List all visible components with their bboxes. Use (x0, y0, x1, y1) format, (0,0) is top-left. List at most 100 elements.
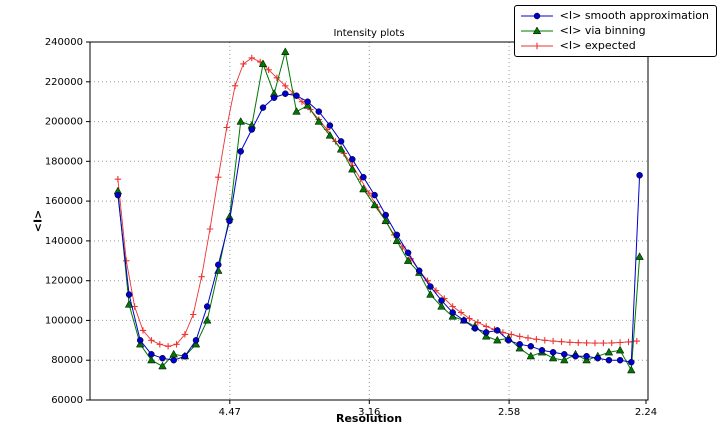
circle-marker-icon (282, 90, 289, 97)
triangle-marker-icon (615, 345, 625, 354)
triangle-marker-icon (493, 335, 502, 344)
triangle-marker-icon (548, 353, 558, 362)
plus-marker-icon (583, 339, 590, 347)
y-tick-label: 60000 (51, 395, 83, 406)
plus-marker-icon (608, 339, 615, 347)
legend-label-binning: <I> via binning (559, 24, 646, 37)
plus-marker-icon (591, 339, 599, 347)
circle-marker-icon (270, 94, 278, 101)
x-tick-label: 2.24 (635, 407, 657, 418)
plus-marker-icon (265, 66, 272, 73)
plus-marker-icon (240, 60, 247, 68)
plus-marker-icon (516, 333, 523, 340)
plus-marker-icon (332, 138, 339, 145)
series-expected (114, 54, 640, 350)
triangle-marker-icon (202, 315, 212, 324)
plus-marker-icon (190, 311, 197, 318)
triangle-marker-icon (348, 164, 357, 173)
plus-marker-icon (558, 338, 565, 345)
series-binning (113, 47, 644, 374)
plus-marker-icon (198, 273, 205, 280)
circle-marker-icon (572, 352, 579, 360)
circle-marker-icon (326, 122, 334, 129)
plus-marker-icon (633, 337, 640, 345)
triangle-marker-icon (437, 301, 446, 310)
plus-marker-icon (114, 176, 122, 183)
series-smooth (114, 90, 643, 366)
plus-marker-icon (173, 341, 180, 348)
circle-marker-icon (203, 303, 211, 310)
triangle-marker-icon (236, 117, 245, 125)
circle-marker-icon (494, 327, 501, 334)
circle-marker-icon (561, 351, 568, 358)
circle-marker-icon (438, 297, 445, 304)
plus-marker-icon (533, 336, 540, 343)
plus-marker-icon (600, 339, 607, 347)
plus-marker-icon (282, 82, 289, 89)
x-tick-label: 4.47 (219, 407, 241, 418)
legend-label-smooth: <I> smooth approximation (559, 9, 709, 22)
circle-marker-icon (136, 337, 144, 344)
plus-marker-icon (148, 337, 155, 344)
y-tick-label: 200000 (45, 117, 83, 128)
circle-marker-icon (594, 354, 602, 362)
triangle-marker-icon (560, 355, 569, 364)
circle-marker-icon (482, 329, 490, 336)
triangle-marker-icon (314, 117, 324, 125)
plus-marker-icon (499, 329, 507, 336)
circle-marker-icon (404, 249, 412, 257)
triangle-marker-icon (158, 361, 167, 370)
circle-marker-icon (605, 356, 613, 364)
triangle-marker-icon (258, 59, 268, 67)
plus-marker-icon (625, 338, 632, 346)
y-tick-label: 80000 (51, 355, 83, 366)
triangle-marker-icon (526, 351, 536, 360)
triangle-marker-icon (336, 144, 346, 153)
circle-marker-icon (583, 352, 590, 360)
x-tick-label: 2.58 (498, 407, 520, 418)
plus-marker-icon (524, 334, 532, 342)
plus-marker-icon (164, 343, 172, 350)
triangle-marker-icon (370, 200, 379, 209)
plus-marker-icon (365, 190, 373, 197)
circle-marker-icon (636, 172, 643, 179)
y-tick-label: 220000 (45, 77, 83, 88)
plus-marker-icon (508, 331, 515, 338)
plus-marker-icon (457, 309, 465, 316)
triangle-marker-icon (392, 236, 402, 244)
circle-marker-icon (538, 347, 546, 354)
y-tick-label: 180000 (45, 156, 83, 167)
triangle-marker-icon (635, 252, 644, 260)
triangle-marker-icon (403, 256, 413, 264)
circle-marker-icon (181, 352, 189, 360)
x-axis-label: Resolution (335, 412, 403, 425)
plus-marker-icon (483, 323, 490, 330)
y-tick-label: 120000 (45, 276, 83, 287)
legend-item-binning: <I> via binning (519, 24, 709, 38)
series-line-binning (117, 51, 641, 372)
circle-marker-icon (616, 356, 624, 364)
plus-marker-icon (575, 339, 582, 346)
plus-marker-icon (474, 319, 481, 326)
legend-plus-sample-icon (520, 42, 553, 50)
circle-marker-icon (259, 104, 267, 111)
circle-marker-icon (226, 217, 233, 225)
circle-marker-icon (628, 358, 635, 366)
circle-marker-icon (148, 351, 155, 358)
circle-marker-icon (315, 108, 323, 115)
circle-marker-icon (192, 337, 200, 344)
legend: <I> smooth approximation <I> via binning <… (513, 5, 717, 57)
series-line-smooth (117, 93, 641, 363)
x-tick-label: 3.16 (358, 407, 380, 418)
triangle-marker-icon (381, 216, 390, 225)
circle-marker-icon (505, 337, 512, 344)
plus-marker-icon (156, 341, 163, 348)
plus-marker-icon (223, 124, 230, 131)
circle-marker-icon (237, 148, 244, 155)
plus-marker-icon (123, 257, 130, 264)
plus-marker-icon (298, 98, 306, 105)
y-tick-label: 100000 (45, 315, 83, 326)
triangle-marker-icon (532, 26, 541, 35)
